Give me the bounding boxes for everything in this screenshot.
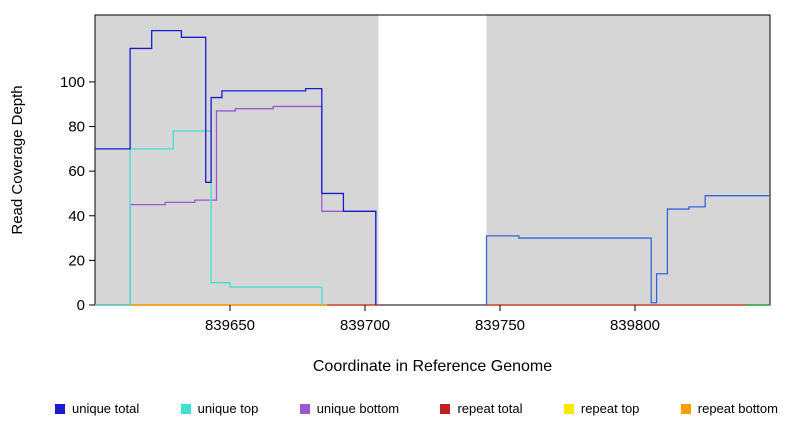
legend-swatch [299,403,310,414]
y-tick-label: 20 [68,252,85,269]
legend-swatch [680,403,691,414]
legend-item: repeat top [563,401,640,416]
y-tick-label: 40 [68,208,85,225]
legend-swatch [55,403,65,414]
series-unique-total [485,195,770,305]
legend-label: repeat bottom [697,401,778,416]
x-axis-title: Coordinate in Reference Genome [312,358,553,375]
y-tick-label: 100 [60,74,85,91]
y-tick-label: 60 [68,163,85,180]
x-tick-label: 839650 [205,317,255,334]
x-tick-label: 839800 [610,317,660,334]
legend: unique total unique top unique bottom repea… [55,401,778,416]
legend-swatch [180,403,191,414]
legend-label: unique bottom [316,401,400,416]
legend-label: repeat total [457,401,523,416]
shaded-region [95,15,379,305]
legend-item: repeat bottom [680,401,778,416]
legend-item: unique top [180,401,259,416]
legend-swatch [440,403,451,414]
shaded-region [486,15,770,305]
legend-label: repeat top [580,401,640,416]
y-axis-title: Read Coverage Depth [9,85,26,234]
y-tick-label: 0 [77,297,85,314]
legend-item: unique bottom [299,401,400,416]
y-tick-label: 80 [68,119,85,136]
legend-label: unique top [197,401,259,416]
x-tick-label: 839700 [340,317,390,334]
coverage-chart: 0 20 40 60 80 100 839650 839700 839750 839800 Read… [9,14,771,334]
legend-item: repeat total [440,401,523,416]
legend-item: unique total [55,401,139,416]
legend-label: unique total [72,401,140,416]
plot-border [94,14,771,306]
x-tick-label: 839750 [475,317,525,334]
series-unique-total [95,29,377,305]
legend-swatch [563,403,574,414]
